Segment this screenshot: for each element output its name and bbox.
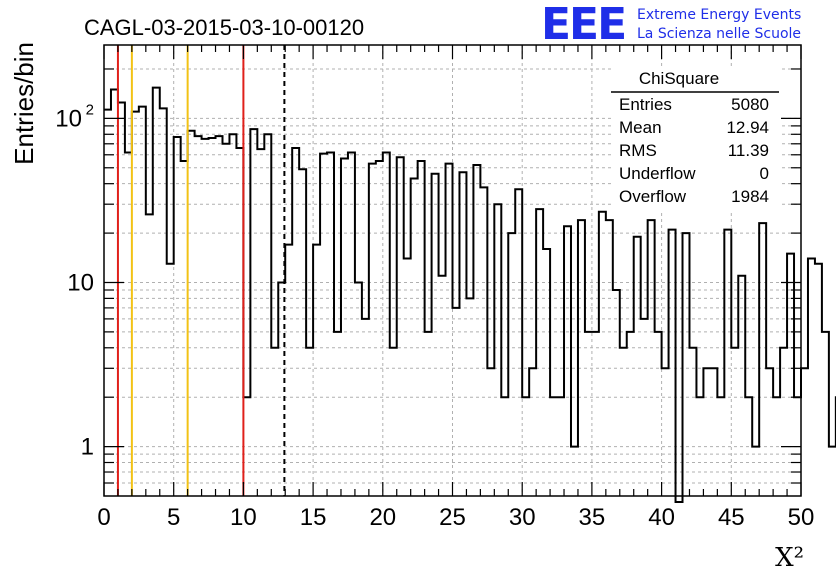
- x-tick-label: 25: [439, 504, 466, 531]
- stats-value-rms: 11.39: [728, 141, 769, 160]
- logo-line-1: Extreme Energy Events: [637, 7, 801, 23]
- stats-label-underflow: Underflow: [619, 164, 696, 183]
- stats-label-overflow: Overflow: [619, 187, 687, 206]
- y-tick-label: 1: [81, 434, 94, 461]
- x-tick-label: 10: [230, 504, 257, 531]
- x-tick-label: 20: [369, 504, 396, 531]
- stats-label-rms: RMS: [619, 141, 657, 160]
- x-tick-label: 40: [648, 504, 675, 531]
- stats-value-overflow: 1984: [731, 187, 769, 206]
- x-tick-label: 5: [167, 504, 180, 531]
- y-axis-label: Entries/bin: [9, 42, 39, 165]
- stats-box: ChiSquare Entries 5080 Mean 12.94 RMS 11…: [611, 66, 779, 210]
- marker-lines: [116, 45, 286, 496]
- stats-label-entries: Entries: [619, 95, 672, 114]
- logo-line-2: La Scienza nelle Scuole: [637, 26, 801, 42]
- x-axis-label: X²: [775, 543, 804, 572]
- x-tick-label: 45: [718, 504, 745, 531]
- x-tick-label: 30: [509, 504, 536, 531]
- y-tick-label: 10: [55, 105, 82, 132]
- histogram-outline: [104, 86, 836, 503]
- stats-value-underflow: 0: [760, 164, 769, 183]
- stats-box-name: ChiSquare: [639, 69, 719, 88]
- x-tick-label: 0: [97, 504, 110, 531]
- stats-value-entries: 5080: [731, 95, 769, 114]
- eee-logo: EEE Extreme Energy Events La Scienza nel…: [541, 0, 801, 50]
- stats-label-mean: Mean: [619, 118, 662, 137]
- y-tick-label-exponent: 2: [86, 101, 94, 118]
- x-tick-label: 50: [788, 504, 815, 531]
- stats-box-background: [611, 66, 779, 210]
- x-tick-label: 15: [300, 504, 327, 531]
- y-tick-label: 10: [67, 269, 94, 296]
- x-tick-label: 35: [579, 504, 606, 531]
- histogram: [104, 86, 836, 503]
- stats-value-mean: 12.94: [726, 118, 769, 137]
- logo-mark: EEE: [541, 0, 625, 50]
- chart-title: CAGL-03-2015-03-10-00120: [84, 15, 364, 40]
